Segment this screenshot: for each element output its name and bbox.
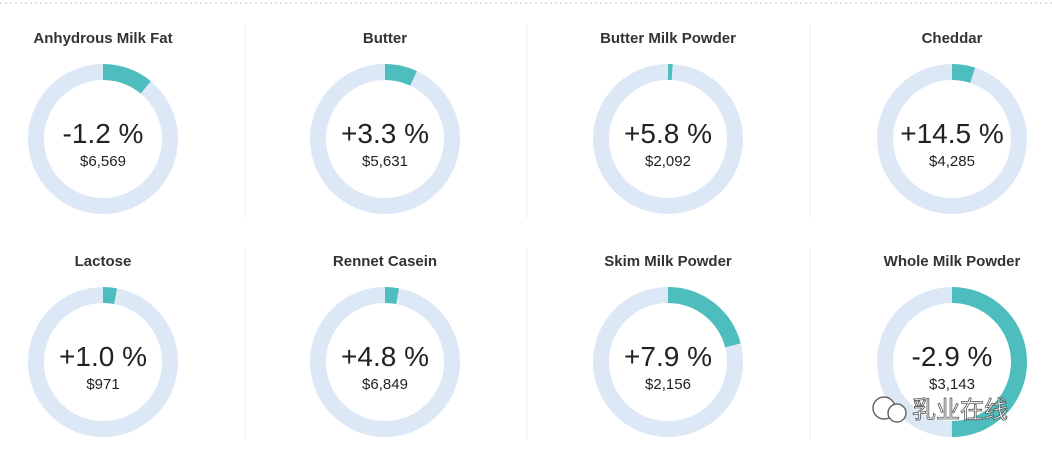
change-value: +1.0 %	[59, 341, 147, 372]
change-value: +4.8 %	[341, 341, 429, 372]
price-value: $3,143	[929, 376, 975, 393]
card-title: Whole Milk Powder	[884, 253, 1021, 270]
price-value: $971	[86, 376, 119, 393]
price-value: $2,156	[645, 376, 691, 393]
price-value: $4,285	[929, 153, 975, 170]
card-title: Cheddar	[922, 30, 983, 47]
change-value: +14.5 %	[900, 118, 1004, 149]
change-value: +5.8 %	[624, 118, 712, 149]
gauge-arc	[593, 64, 743, 214]
gauge-arc	[877, 287, 1027, 437]
gauge-arc	[877, 64, 1027, 214]
card-title: Lactose	[75, 253, 132, 270]
card-title: Skim Milk Powder	[604, 253, 732, 270]
card-title: Rennet Casein	[333, 253, 437, 270]
watermark-text: 乳业在线	[912, 396, 1008, 424]
watermark: 乳业在线	[872, 396, 1008, 424]
gauge-arc	[28, 64, 178, 214]
change-value: -1.2 %	[63, 118, 144, 149]
change-value: -2.9 %	[912, 341, 993, 372]
separators	[244, 25, 811, 440]
gauge-arc	[310, 64, 460, 214]
price-value: $6,849	[362, 376, 408, 393]
change-value: +7.9 %	[624, 341, 712, 372]
card-title: Anhydrous Milk Fat	[33, 30, 172, 47]
price-value: $6,569	[80, 153, 126, 170]
change-value: +3.3 %	[341, 118, 429, 149]
gauge-arc	[593, 287, 743, 437]
card-title: Butter	[363, 30, 407, 47]
gauge-arc	[28, 287, 178, 437]
card-title: Butter Milk Powder	[600, 30, 736, 47]
price-value: $2,092	[645, 153, 691, 170]
gauge-arc	[310, 287, 460, 437]
price-value: $5,631	[362, 153, 408, 170]
